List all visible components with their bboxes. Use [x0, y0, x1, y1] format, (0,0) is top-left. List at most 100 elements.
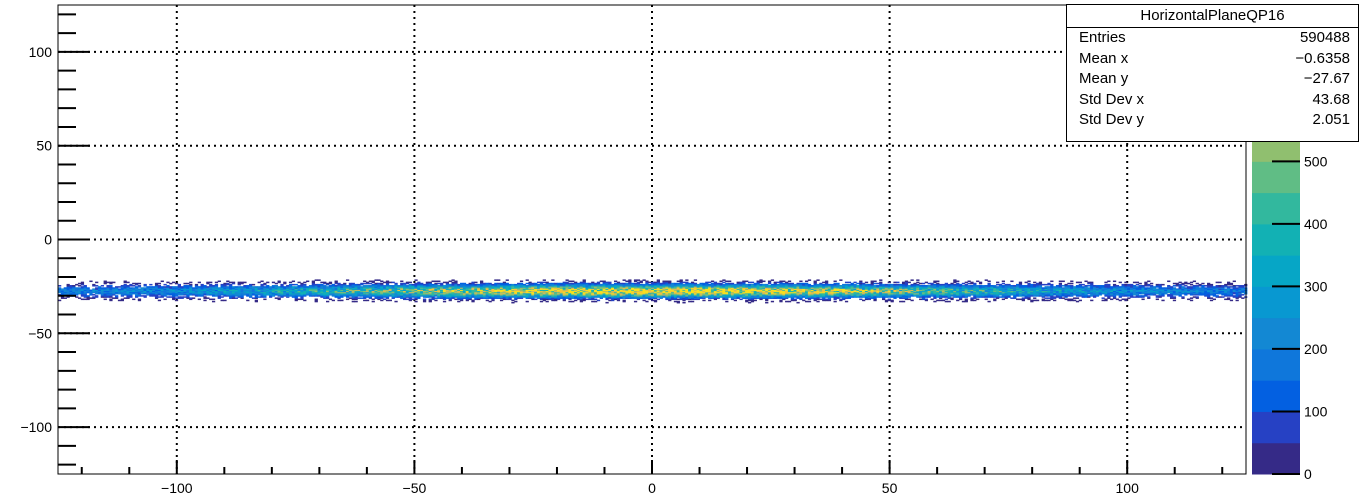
heatmap-cell	[882, 288, 886, 290]
heatmap-cell	[166, 285, 170, 287]
heatmap-cell	[844, 281, 849, 284]
heatmap-cell	[833, 283, 837, 286]
heatmap-cell	[1073, 297, 1077, 299]
heatmap-cell	[1030, 295, 1034, 297]
heatmap-cell	[921, 292, 926, 295]
heatmap-cell	[479, 290, 484, 293]
heatmap-cell	[365, 290, 370, 293]
heatmap-cell	[505, 287, 509, 289]
heatmap-cell	[1050, 289, 1054, 292]
heatmap-cell	[656, 292, 660, 295]
heatmap-cell	[964, 299, 968, 302]
heatmap-cell	[345, 291, 350, 294]
heatmap-cell	[919, 294, 923, 296]
heatmap-cell	[326, 297, 330, 299]
heatmap-cell	[879, 290, 883, 293]
heatmap-cell	[180, 292, 184, 295]
heatmap-cell	[790, 290, 795, 293]
heatmap-cell	[685, 279, 689, 281]
heatmap-cell	[311, 282, 316, 285]
heatmap-cell	[950, 286, 954, 288]
heatmap-cell	[499, 287, 504, 289]
heatmap-cell	[562, 283, 566, 286]
heatmap-cell	[556, 297, 561, 299]
heatmap-cell	[177, 291, 181, 294]
heatmap-cell	[973, 288, 977, 290]
heatmap-cell	[702, 294, 706, 296]
heatmap-cell	[967, 287, 971, 289]
heatmap-cell	[294, 290, 298, 293]
heatmap-cell	[385, 290, 390, 293]
heatmap-cell	[813, 282, 817, 285]
heatmap-cell	[383, 291, 387, 294]
heatmap-cell	[702, 287, 706, 289]
heatmap-cell	[442, 285, 447, 287]
heatmap-cell	[485, 289, 489, 292]
heatmap-cell	[365, 288, 370, 290]
heatmap-cell	[1061, 289, 1065, 292]
heatmap-cell	[508, 288, 512, 290]
heatmap-cell	[782, 286, 786, 288]
heatmap-cell	[431, 294, 435, 296]
heatmap-cell	[137, 285, 142, 287]
heatmap-cell	[916, 279, 920, 281]
heatmap-cell	[502, 285, 507, 287]
heatmap-cell	[705, 287, 709, 289]
heatmap-cell	[368, 291, 373, 294]
heatmap-cell	[947, 296, 951, 298]
heatmap-cell	[599, 297, 603, 299]
heatmap-cell	[998, 287, 1003, 289]
heatmap-cell	[571, 289, 575, 292]
heatmap-cell	[921, 287, 926, 289]
heatmap-cell	[542, 299, 546, 302]
heatmap-cell	[120, 290, 124, 293]
heatmap-cell	[625, 285, 629, 287]
heatmap-cell	[331, 295, 335, 297]
heatmap-cell	[728, 282, 732, 285]
heatmap-cell	[782, 291, 786, 294]
heatmap-cell	[605, 285, 609, 287]
heatmap-cell	[1055, 296, 1060, 298]
heatmap-cell	[451, 295, 455, 297]
heatmap-cell	[745, 289, 749, 292]
heatmap-cell	[539, 285, 544, 287]
heatmap-cell	[822, 285, 826, 287]
heatmap-cell	[328, 285, 333, 287]
heatmap-cell	[996, 294, 1000, 296]
heatmap-cell	[816, 283, 820, 286]
heatmap-cell	[206, 291, 210, 294]
heatmap-cell	[616, 290, 621, 293]
heatmap-cell	[123, 285, 127, 287]
heatmap-cell	[522, 289, 526, 292]
heatmap-cell	[987, 286, 991, 288]
heatmap-cell	[499, 290, 504, 293]
heatmap-cell	[126, 296, 130, 298]
heatmap-cell	[337, 285, 341, 287]
heatmap-cell	[628, 297, 632, 299]
heatmap-cell	[916, 283, 920, 286]
heatmap-cell	[867, 294, 871, 296]
heatmap-cell	[693, 287, 698, 289]
heatmap-cell	[822, 287, 826, 289]
heatmap-cell	[708, 288, 712, 290]
heatmap-cell	[308, 287, 313, 289]
heatmap-cell	[391, 288, 395, 290]
heatmap-cell	[340, 291, 344, 294]
heatmap-cell	[787, 285, 792, 287]
heatmap-cell	[551, 296, 555, 298]
heatmap-cell	[676, 300, 680, 303]
heatmap-cell	[958, 296, 963, 298]
heatmap-cell	[739, 286, 743, 288]
heatmap-cell	[625, 294, 629, 296]
heatmap-cell	[231, 295, 236, 297]
heatmap-cell	[217, 291, 221, 294]
heatmap-cell	[306, 291, 310, 294]
heatmap-cell	[793, 295, 797, 297]
heatmap-cell	[782, 294, 786, 296]
heatmap-cell	[542, 296, 546, 298]
heatmap-cell	[930, 289, 934, 292]
heatmap-cell	[217, 292, 221, 295]
heatmap-cell	[126, 288, 130, 290]
heatmap-cell	[676, 288, 680, 290]
heatmap-cell	[457, 295, 461, 297]
